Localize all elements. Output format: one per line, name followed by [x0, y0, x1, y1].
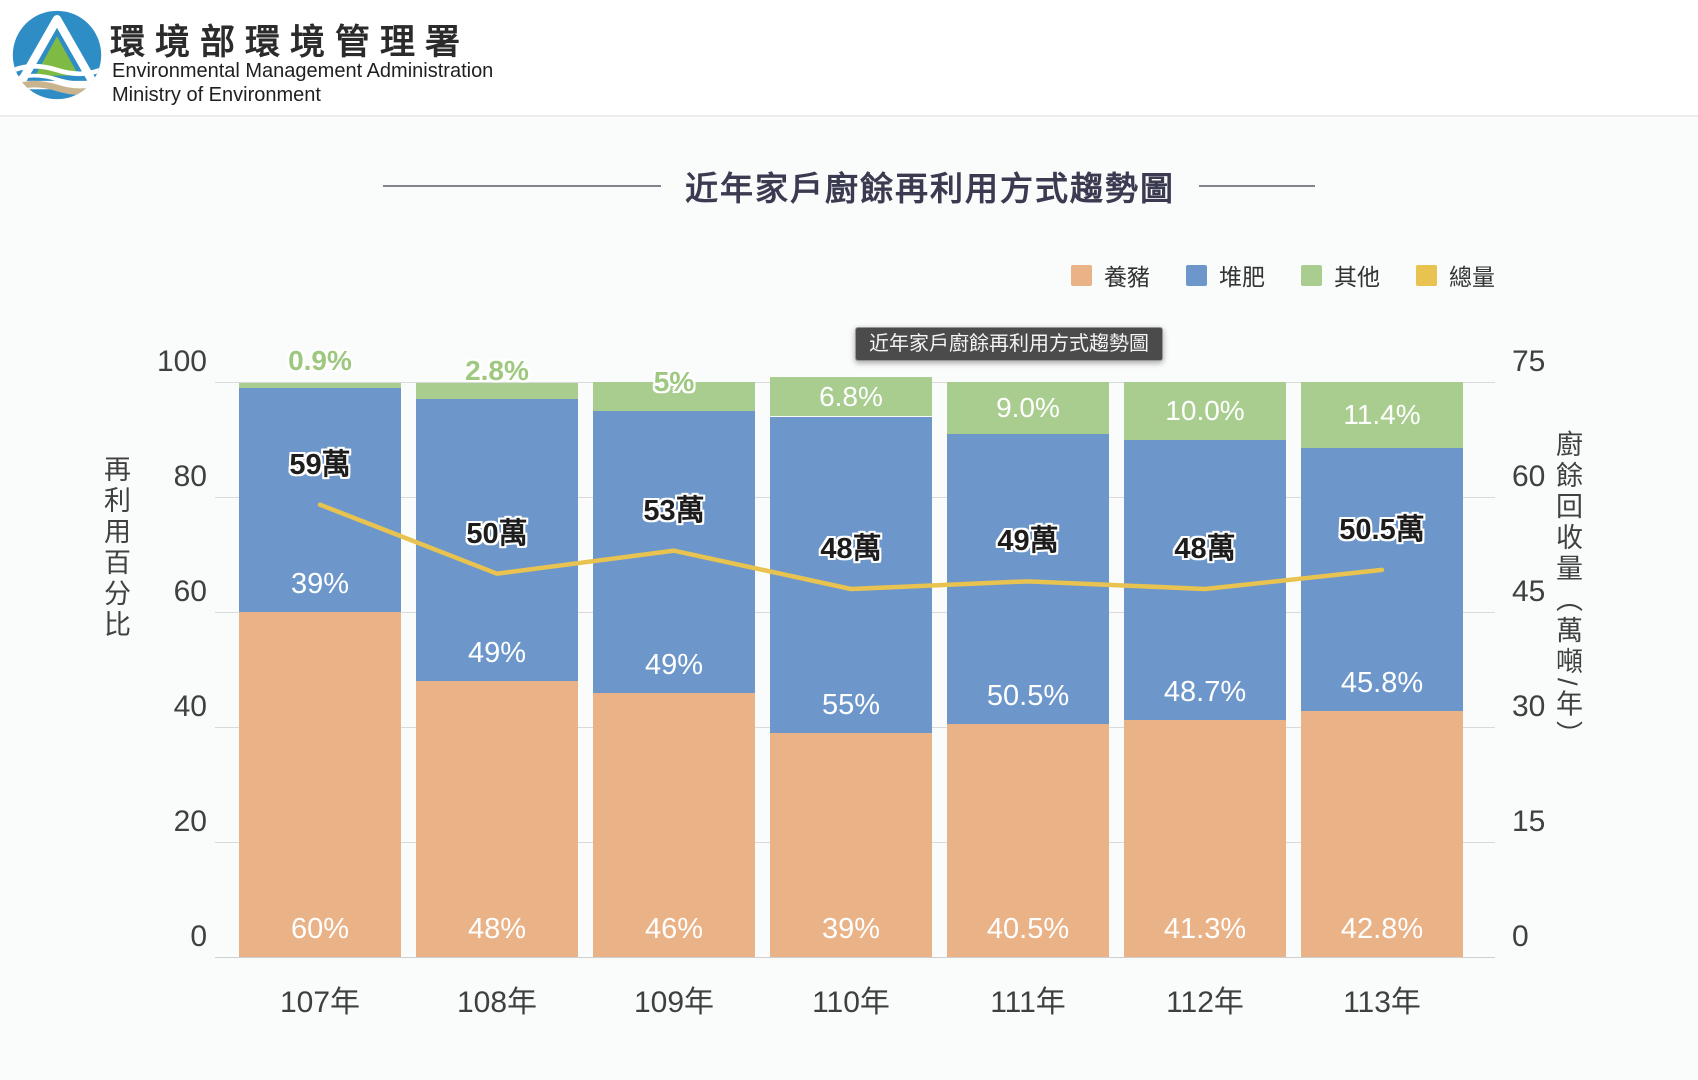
bar-segment-other-107年[interactable]: [239, 382, 401, 388]
compost-percent-label: 49%: [467, 637, 527, 669]
bar-segment-pig-112年[interactable]: [1124, 719, 1286, 957]
compost-percent-label: 50.5%: [986, 680, 1070, 713]
right-axis-tick-75: 75: [1512, 345, 1546, 378]
right-axis-tick-60: 60: [1512, 460, 1546, 493]
right-axis-tick-0: 0: [1512, 920, 1529, 953]
legend-swatch-icon: [1301, 264, 1322, 286]
x-axis-label-110年: 110年: [812, 986, 890, 1019]
compost-percent-label: 39%: [290, 568, 350, 600]
bar-segment-compost-110年[interactable]: [770, 416, 932, 733]
pig-percent-label: 60%: [290, 913, 350, 945]
left-axis-tick-40: 40: [173, 690, 207, 723]
site-header: 環境部環境管理署 Environmental Management Admini…: [0, 0, 1698, 115]
bar-segment-other-111年[interactable]: [947, 382, 1109, 434]
compost-percent-label: 49%: [644, 648, 704, 681]
bar-segment-compost-113年[interactable]: [1301, 447, 1463, 711]
chart-legend: 養豬 堆肥 其他 總量: [1071, 258, 1495, 292]
left-axis-tick-20: 20: [173, 805, 207, 838]
legend-label: 養豬: [1104, 264, 1150, 290]
legend-swatch-icon: [1186, 264, 1207, 286]
other-percent-label: 0.9%: [288, 344, 352, 376]
org-name-zh: 環境部環境管理署: [110, 22, 471, 63]
bar-segment-other-108年[interactable]: [416, 383, 578, 400]
title-rule-right: [1199, 185, 1315, 187]
bar-segment-compost-111年[interactable]: [947, 433, 1109, 725]
title-rule-left: [383, 185, 661, 187]
bar-segment-pig-107年[interactable]: [239, 612, 401, 957]
x-axis-label-107年: 107年: [279, 986, 361, 1019]
total-line-series[interactable]: [215, 382, 1495, 957]
other-percent-label: 5%: [653, 366, 695, 397]
legend-item-1[interactable]: 養豬: [1071, 258, 1150, 292]
pig-percent-label: 40.5%: [986, 913, 1070, 945]
bar-segment-compost-107年[interactable]: [239, 387, 401, 612]
bar-segment-compost-108年[interactable]: [416, 399, 578, 681]
other-percent-label: 10.0%: [1165, 394, 1245, 426]
bar-segment-pig-108年[interactable]: [416, 681, 578, 957]
pig-percent-label: 46%: [644, 913, 704, 945]
bar-segment-other-110年[interactable]: [770, 377, 932, 417]
left-axis-tick-100: 100: [156, 345, 207, 378]
x-axis-label-111年: 111年: [990, 986, 1066, 1019]
x-axis-label-108年: 108年: [456, 986, 538, 1019]
chart-title: 近年家戶廚餘再利用方式趨勢圖: [685, 170, 1175, 207]
x-axis-label-113年: 113年: [1343, 986, 1421, 1019]
bar-segment-compost-112年[interactable]: [1124, 439, 1286, 720]
bar-segment-pig-109年[interactable]: [593, 692, 755, 957]
legend-item-4[interactable]: 總量: [1416, 258, 1495, 292]
pig-percent-label: 42.8%: [1340, 913, 1424, 945]
compost-percent-label: 45.8%: [1340, 666, 1424, 699]
left-axis-title: 再利用百分比: [100, 455, 130, 641]
right-axis-title: 廚餘回收量（萬噸/年）: [1552, 430, 1582, 752]
total-amount-label: 50萬: [466, 517, 528, 550]
other-percent-label: 11.4%: [1343, 398, 1421, 430]
legend-item-3[interactable]: 其他: [1301, 258, 1380, 292]
left-axis-tick-60: 60: [173, 575, 207, 608]
gridline-0: [215, 957, 1495, 958]
legend-swatch-icon: [1416, 264, 1437, 286]
legend-label: 其他: [1334, 264, 1380, 290]
chart-tooltip: 近年家戶廚餘再利用方式趨勢圖: [855, 327, 1163, 361]
total-amount-label: 48萬: [1174, 533, 1236, 565]
chart-title-row: 近年家戶廚餘再利用方式趨勢圖: [0, 162, 1698, 210]
other-percent-label: 2.8%: [465, 355, 529, 387]
left-axis-tick-0: 0: [190, 920, 207, 953]
legend-item-2[interactable]: 堆肥: [1186, 258, 1265, 292]
legend-swatch-icon: [1071, 264, 1092, 286]
compost-percent-label: 48.7%: [1163, 675, 1247, 708]
total-amount-label: 49萬: [997, 525, 1059, 558]
compost-percent-label: 55%: [821, 688, 881, 721]
org-name-en-line2: Ministry of Environment: [112, 84, 321, 106]
pig-percent-label: 41.3%: [1163, 913, 1247, 945]
bar-segment-other-113年[interactable]: [1301, 382, 1463, 448]
right-axis-tick-15: 15: [1512, 805, 1546, 838]
ema-logo-icon: [12, 10, 102, 100]
x-axis-label-112年: 112年: [1166, 986, 1244, 1019]
left-axis-tick-80: 80: [173, 460, 207, 493]
total-amount-label: 50.5萬: [1339, 513, 1425, 546]
legend-label: 總量: [1449, 264, 1495, 290]
bar-segment-other-109年[interactable]: [593, 382, 755, 411]
header-divider: [0, 115, 1698, 117]
bar-segment-pig-113年[interactable]: [1301, 710, 1463, 957]
bar-segment-other-112年[interactable]: [1124, 382, 1286, 440]
right-axis-tick-30: 30: [1512, 690, 1546, 723]
bar-segment-pig-110年[interactable]: [770, 732, 932, 957]
org-name-en-line1: Environmental Management Administration: [112, 60, 494, 82]
other-percent-label: 9.0%: [996, 391, 1060, 423]
total-amount-label: 48萬: [820, 533, 882, 565]
x-axis-label-109年: 109年: [633, 986, 715, 1019]
pig-percent-label: 39%: [821, 913, 881, 945]
legend-label: 堆肥: [1219, 264, 1265, 290]
right-axis-tick-45: 45: [1512, 575, 1546, 608]
total-amount-label: 59萬: [289, 448, 351, 481]
total-amount-label: 53萬: [643, 494, 705, 527]
other-percent-label: 6.8%: [819, 380, 883, 412]
pig-percent-label: 48%: [467, 913, 527, 945]
bar-segment-pig-111年[interactable]: [947, 724, 1109, 957]
